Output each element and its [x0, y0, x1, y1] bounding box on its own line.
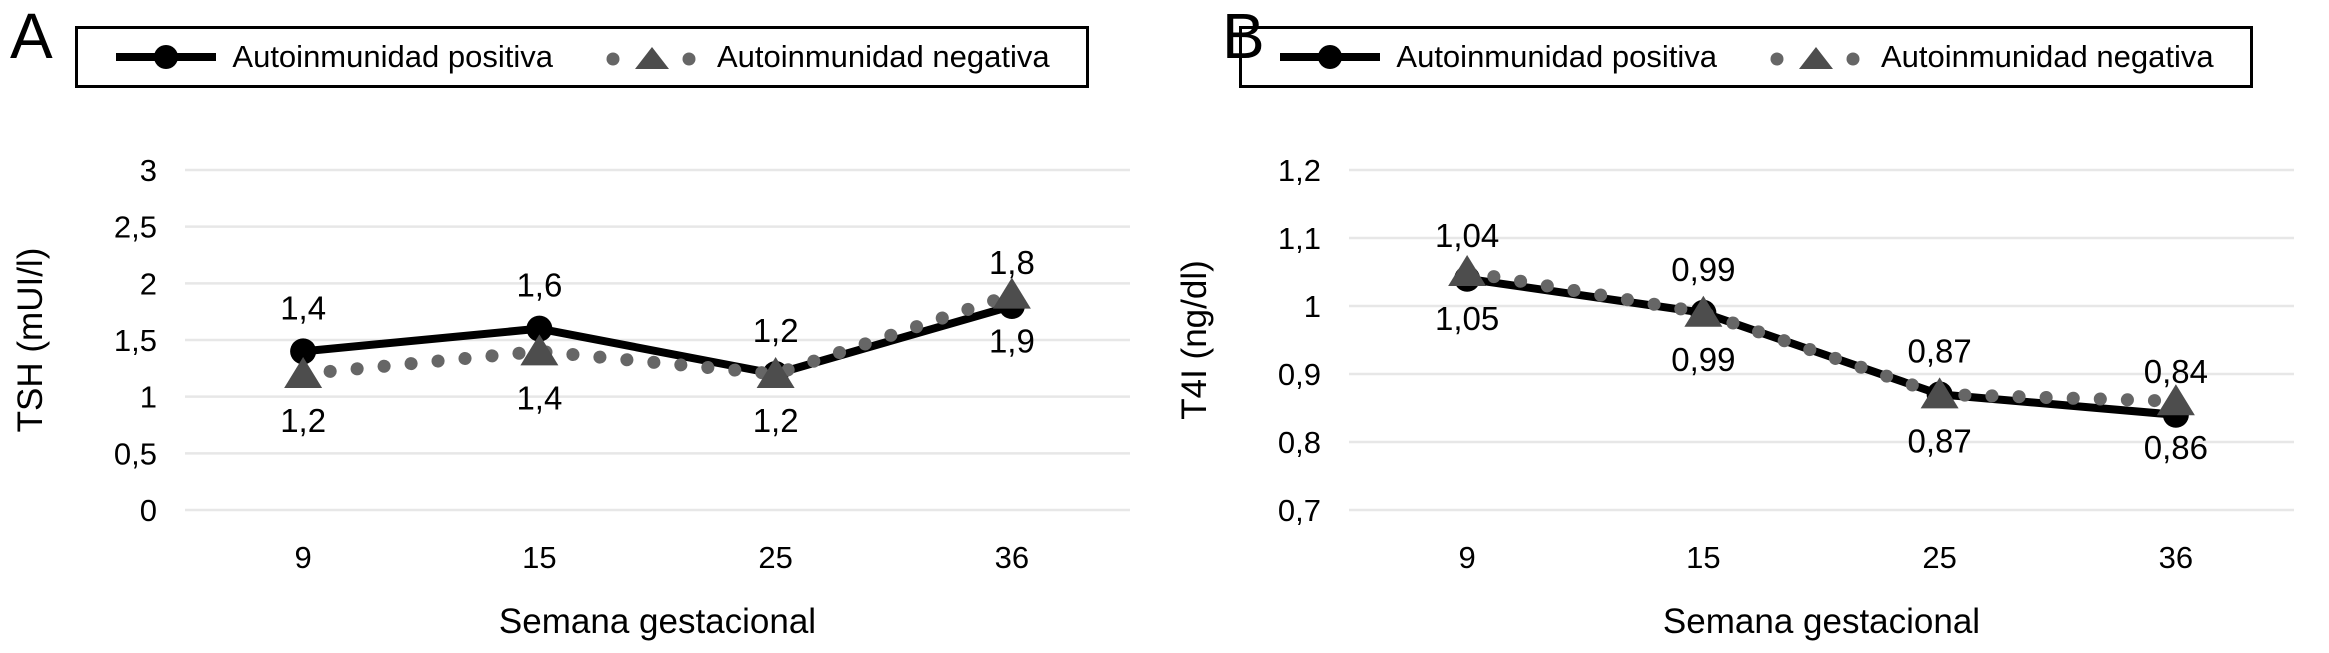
series-line-negativa	[1460, 265, 2183, 408]
data-label: 1,04	[1435, 217, 1499, 254]
solid-line-circle-marker-icon	[116, 45, 217, 69]
data-label: 1,2	[753, 312, 799, 349]
solid-line-circle-marker-icon	[1280, 45, 1381, 69]
y-tick-label: 3	[140, 153, 157, 188]
data-label: 0,99	[1671, 251, 1735, 288]
x-tick-label: 25	[758, 540, 792, 575]
x-tick-label: 36	[2159, 540, 2193, 575]
line-chart-t4i: 1,2 1,1 1 0,9 0,8 0,7 9 15 25 36 Semana gestaciona…	[1175, 153, 2294, 641]
dotted-line-triangle-marker-icon	[1770, 47, 1860, 69]
y-tick-label: 0,8	[1278, 425, 1321, 460]
legend-panel-b: Autoinmunidad positiva Autoinmunidad neg…	[1239, 26, 2253, 88]
y-axis-title: TSH (mUI/l)	[11, 248, 50, 433]
y-tick-label: 1	[1304, 289, 1321, 324]
legend-item-positiva: Autoinmunidad positiva	[114, 38, 553, 74]
data-label: 1,8	[989, 244, 1035, 281]
y-tick-label: 1,2	[1278, 153, 1321, 188]
legend-label-negativa: Autoinmunidad negativa	[716, 38, 1050, 74]
data-label: 0,87	[1908, 332, 1972, 369]
y-tick-label: 0,5	[114, 436, 157, 471]
series-line-positiva	[1466, 274, 2177, 419]
marker-triangle	[2156, 384, 2195, 416]
data-label: 1,2	[280, 402, 326, 439]
data-label: 1,4	[516, 379, 562, 416]
data-label: 1,05	[1435, 300, 1499, 337]
legend-label-negativa: Autoinmunidad negativa	[1880, 38, 2214, 74]
y-tick-label: 0,7	[1278, 493, 1321, 528]
data-label: 0,84	[2144, 353, 2208, 390]
marker-triangle	[1684, 295, 1723, 327]
legend-item-positiva: Autoinmunidad positiva	[1278, 38, 1717, 74]
marker-triangle	[520, 334, 559, 366]
panel-b: B Autoinmunidad positiva Autoinmunidad n…	[1164, 0, 2328, 653]
y-tick-label: 2	[140, 266, 157, 301]
y-tick-label: 1,1	[1278, 221, 1321, 256]
x-axis-title: Semana gestacional	[499, 602, 816, 641]
x-tick-label: 36	[995, 540, 1029, 575]
series-line-negativa	[296, 288, 1019, 381]
data-label: 0,99	[1671, 341, 1735, 378]
legend-item-negativa: Autoinmunidad negativa	[599, 39, 1050, 75]
dotted-line-triangle-marker-icon	[606, 47, 696, 69]
x-tick-label: 9	[295, 540, 312, 575]
x-tick-label: 9	[1459, 540, 1476, 575]
marker-circle	[290, 338, 317, 365]
marker-triangle	[1448, 255, 1487, 286]
panel-a: A Autoinmunidad positiva Autoinmunidad n…	[0, 0, 1164, 653]
data-label: 0,86	[2144, 429, 2208, 466]
x-axis-title: Semana gestacional	[1663, 602, 1980, 641]
marker-triangle	[1920, 377, 1959, 409]
legend-label-positiva: Autoinmunidad positiva	[1396, 38, 1717, 74]
data-label: 0,87	[1908, 422, 1972, 459]
legend-panel-a: Autoinmunidad positiva Autoinmunidad neg…	[75, 26, 1089, 88]
x-tick-label: 15	[1686, 540, 1720, 575]
panel-a-letter: A	[10, 0, 53, 72]
marker-triangle	[756, 357, 795, 388]
y-tick-label: 0,9	[1278, 357, 1321, 392]
y-tick-label: 0	[140, 493, 157, 528]
x-tick-label: 15	[522, 540, 556, 575]
y-tick-label: 1,5	[114, 323, 157, 358]
data-label: 1,6	[516, 267, 562, 304]
data-label: 1,2	[753, 402, 799, 439]
marker-triangle	[284, 357, 323, 388]
y-axis-title: T4I (ng/dl)	[1175, 260, 1214, 420]
panel-b-letter: B	[1222, 0, 1265, 72]
data-label: 1,9	[989, 323, 1035, 360]
data-label: 1,4	[280, 289, 326, 326]
y-tick-label: 2,5	[114, 210, 157, 245]
marker-circle	[526, 315, 553, 342]
legend-item-negativa: Autoinmunidad negativa	[1763, 39, 2214, 75]
y-tick-label: 1	[140, 380, 157, 415]
marker-triangle	[992, 277, 1031, 309]
x-tick-label: 25	[1922, 540, 1956, 575]
legend-label-positiva: Autoinmunidad positiva	[232, 38, 553, 74]
line-chart-tsh: 3 2,5 2 1,5 1 0,5 0 9 15 25 36 Semana gestacional TS…	[11, 153, 1130, 641]
